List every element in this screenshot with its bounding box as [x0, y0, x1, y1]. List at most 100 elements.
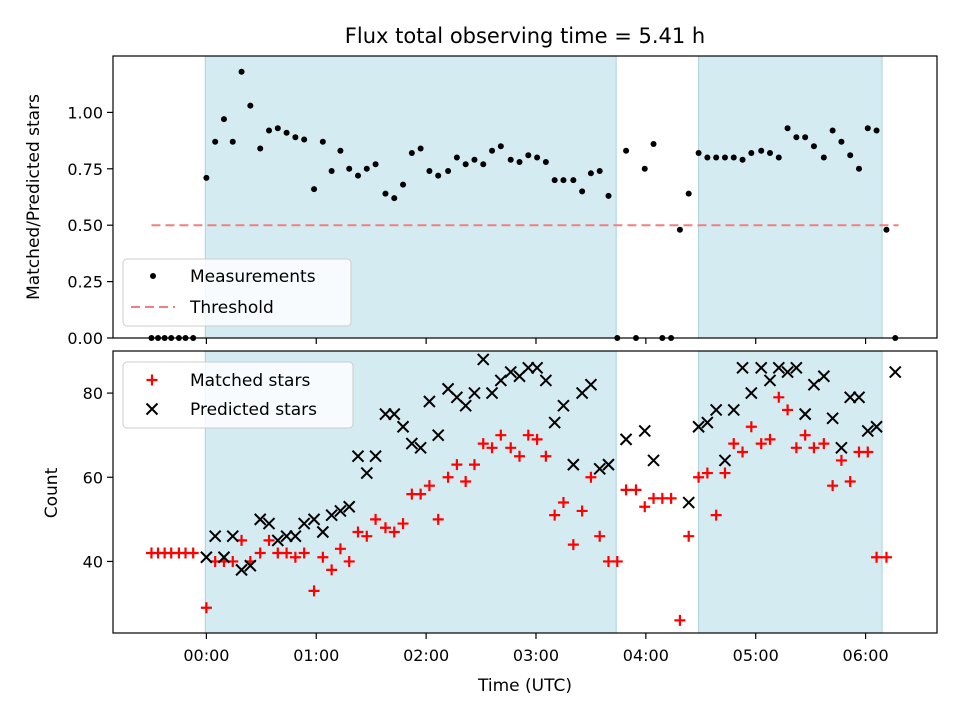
predicted-star-point	[807, 378, 821, 391]
predicted-star-point	[271, 534, 285, 547]
predicted-star-point	[870, 420, 883, 433]
measurement-point	[453, 154, 460, 161]
matched-star-point	[187, 547, 199, 559]
measurement-point	[534, 154, 541, 161]
predicted-star-point	[593, 462, 606, 476]
matched-star-point	[790, 442, 802, 454]
bottom-legend-box	[122, 361, 354, 429]
matched-star-point	[880, 551, 892, 563]
predicted-star-point	[755, 361, 768, 375]
measurement-point	[730, 154, 737, 161]
measurement-point	[319, 138, 326, 145]
top-y-tick-label: 0.50	[67, 216, 103, 235]
matched-star-point	[361, 530, 373, 542]
predicted-star-point	[619, 433, 633, 446]
measurement-point	[283, 129, 290, 136]
measurement-point	[721, 154, 728, 161]
measurement-point	[820, 154, 827, 161]
matched-star-point	[531, 433, 543, 445]
measurement-point	[758, 147, 765, 154]
matched-star-point	[352, 526, 364, 538]
bottom-y-tick-label: 60	[83, 468, 103, 487]
measurement-point	[292, 134, 299, 141]
matched-star-point	[281, 547, 293, 559]
predicted-star-point	[718, 454, 732, 467]
matched-star-point	[289, 551, 301, 563]
measurement-point	[480, 161, 487, 168]
x-tick-label: 03:00	[513, 646, 559, 665]
matched-star-point	[594, 530, 606, 542]
predicted-star-point	[280, 529, 293, 543]
measurement-point	[596, 168, 603, 175]
measurement-point	[793, 134, 800, 141]
matched-star-point	[567, 539, 579, 551]
predicted-star-point	[817, 370, 831, 383]
predicted-star-point	[638, 424, 651, 438]
measurement-point	[623, 147, 630, 154]
top-y-axis-label: Matched/Predicted stars	[24, 94, 44, 300]
matched-star-point	[540, 450, 552, 462]
x-axis-label: Time (UTC)	[477, 676, 572, 696]
top-y-tick-label: 0.75	[67, 160, 103, 179]
predicted-star-point	[889, 365, 902, 379]
predicted-star-point	[468, 386, 481, 400]
measurement-point	[408, 150, 415, 157]
measurement-point	[650, 140, 657, 147]
measurement-point	[462, 161, 469, 168]
measurement-point	[400, 181, 407, 188]
matched-star-point	[719, 467, 731, 479]
predicted-star-point	[701, 416, 714, 429]
measurement-point	[685, 190, 692, 197]
measurement-point	[838, 138, 845, 145]
measurement-point	[676, 226, 683, 233]
predicted-star-point	[539, 374, 553, 387]
matched-star-point	[370, 513, 382, 525]
predicted-star-point	[763, 374, 777, 387]
measurement-point	[247, 102, 254, 109]
measurement-point	[767, 150, 774, 157]
matched-star-point	[782, 404, 794, 416]
matched-star-point	[549, 509, 561, 521]
measurement-point	[363, 165, 370, 172]
measurement-point	[864, 125, 871, 132]
matched-star-point	[728, 438, 740, 450]
predicted-star-point	[692, 420, 705, 433]
predicted-star-point	[647, 454, 660, 467]
matched-star-point	[871, 551, 883, 563]
predicted-star-point	[379, 407, 392, 421]
predicted-star-point	[423, 395, 436, 408]
matched-star-point	[343, 555, 355, 567]
predicted-star-point	[297, 517, 311, 530]
measurement-point	[257, 145, 264, 152]
measurement-point	[829, 127, 836, 134]
predicted-star-point	[781, 365, 794, 379]
measurement-point	[311, 186, 318, 193]
predicted-star-point	[826, 412, 839, 425]
measurement-point	[489, 147, 496, 154]
matched-star-point	[737, 446, 749, 458]
matched-star-point	[415, 488, 427, 500]
matched-star-point	[522, 429, 534, 441]
bottom-legend: Matched stars Predicted stars	[122, 361, 354, 429]
matched-star-point	[397, 518, 409, 530]
matched-star-point	[799, 429, 811, 441]
matched-star-point	[334, 543, 346, 555]
predicted-star-point	[530, 361, 544, 375]
matched-star-point	[862, 446, 874, 458]
matched-star-point	[674, 614, 686, 626]
bottom-y-tick-label: 80	[83, 384, 103, 403]
x-tick-label: 00:00	[183, 646, 229, 665]
measurement-point	[445, 168, 452, 175]
measurement-point	[417, 145, 424, 152]
measurement-point	[775, 154, 782, 161]
predicted-star-point	[602, 458, 615, 471]
measurement-point	[471, 156, 478, 163]
x-tick-label: 04:00	[623, 646, 669, 665]
measurement-point	[525, 152, 532, 159]
predicted-star-point	[736, 361, 749, 375]
predicted-star-point	[459, 399, 472, 412]
top-panel: 0.00 0.25 0.50 0.75 1.00 Measurements Threshol…	[67, 55, 938, 348]
measurement-point	[301, 136, 308, 143]
matched-star-point	[298, 547, 310, 559]
